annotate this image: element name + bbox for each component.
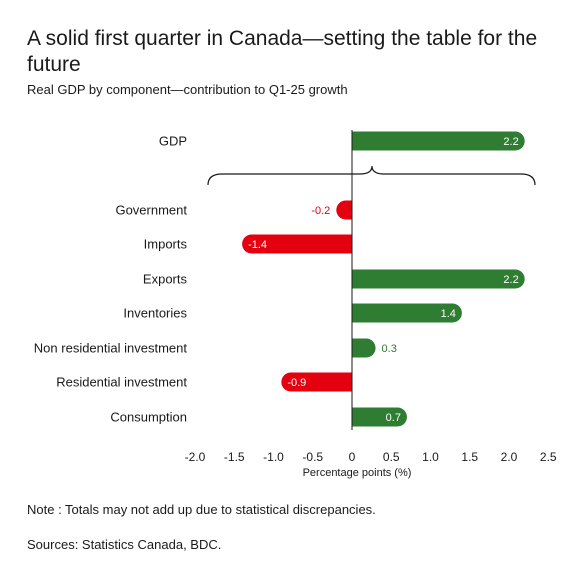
value-label-consumption: 0.7 xyxy=(386,412,401,424)
category-label-exports: Exports xyxy=(143,272,188,287)
value-label-residential-investment: -0.9 xyxy=(287,377,306,389)
x-axis: -2.0 -1.5 -1.0 -0.5 0 0.5 1.0 1.5 2.0 2.5 xyxy=(185,450,557,464)
x-tick-label: 1.0 xyxy=(422,450,439,464)
bar-consumption xyxy=(352,407,407,427)
bar-non-residential-investment xyxy=(352,338,376,358)
sources: Sources: Statistics Canada, BDC. xyxy=(27,537,222,552)
value-label-non-residential-investment: 0.3 xyxy=(382,343,397,355)
x-tick-label: -1.0 xyxy=(263,450,284,464)
chart-title: A solid first quarter in Canada—setting … xyxy=(27,27,538,76)
bar-imports xyxy=(242,234,352,254)
x-tick-label: -2.0 xyxy=(185,450,206,464)
x-tick-label: 2.5 xyxy=(540,450,557,464)
x-axis-label: Percentage points (%) xyxy=(303,467,412,479)
x-tick-label: -0.5 xyxy=(302,450,323,464)
x-tick-label: 0 xyxy=(349,450,356,464)
footnote: Note : Totals may not add up due to stat… xyxy=(27,502,376,517)
category-label-government: Government xyxy=(115,203,187,218)
value-label-government: -0.2 xyxy=(311,205,330,217)
category-label-consumption: Consumption xyxy=(110,410,187,425)
value-label-imports: -1.4 xyxy=(248,239,267,251)
category-label-imports: Imports xyxy=(144,237,188,252)
bar-government xyxy=(336,200,352,220)
category-label-inventories: Inventories xyxy=(123,306,187,321)
category-label-non-residential-investment: Non residential investment xyxy=(34,341,188,356)
category-label-residential-investment: Residential investment xyxy=(56,375,187,390)
value-label-inventories: 1.4 xyxy=(441,308,456,320)
x-tick-label: 2.0 xyxy=(501,450,518,464)
x-tick-label: 1.5 xyxy=(461,450,478,464)
grouping-brace xyxy=(207,165,536,186)
chart-subtitle: Real GDP by component—contribution to Q1… xyxy=(27,82,348,97)
category-label-gdp: GDP xyxy=(159,134,187,149)
bar-gdp xyxy=(352,131,525,151)
bar-chart: GDP 2.2 Government -0.2 Imports -1.4 Exports 2.… xyxy=(34,130,557,479)
value-label-gdp: 2.2 xyxy=(503,136,518,148)
bars-layer: GDP 2.2 Government -0.2 Imports -1.4 Exports 2.… xyxy=(34,131,525,427)
x-tick-label: -1.5 xyxy=(224,450,245,464)
bar-exports xyxy=(352,269,525,289)
x-tick-label: 0.5 xyxy=(383,450,400,464)
bar-residential-investment xyxy=(281,372,352,392)
bar-inventories xyxy=(352,303,462,323)
value-label-exports: 2.2 xyxy=(503,274,518,286)
